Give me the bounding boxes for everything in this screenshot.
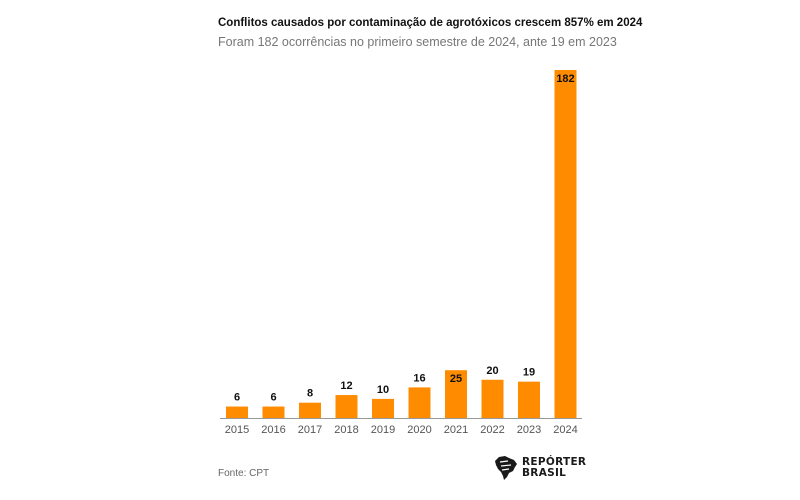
x-tick-label-2024: 2024 [553, 424, 577, 436]
data-label-2024: 182 [556, 73, 574, 85]
bar-2023 [518, 381, 540, 418]
logo-line-2: BRASIL [522, 467, 567, 479]
x-tick-label-2016: 2016 [261, 424, 285, 436]
source-note: Fonte: CPT [218, 468, 270, 479]
x-tick-label-2022: 2022 [480, 424, 504, 436]
logo-line-1: REPÓRTER [522, 456, 587, 468]
data-label-2021: 25 [450, 373, 462, 385]
bar-2017 [299, 402, 321, 418]
data-label-2018: 12 [340, 380, 352, 392]
chart-subtitle: Foram 182 ocorrências no primeiro semest… [218, 35, 617, 49]
x-tick-label-2023: 2023 [517, 424, 541, 436]
bar-2015 [226, 406, 248, 418]
x-tick-label-2020: 2020 [407, 424, 431, 436]
bar-2022 [481, 379, 504, 418]
x-tick-label-2021: 2021 [444, 424, 468, 436]
bar-2024 [554, 70, 577, 418]
data-label-2015: 6 [234, 392, 240, 404]
bar-2020 [408, 387, 431, 418]
data-label-2022: 20 [486, 365, 498, 377]
data-label-2020: 16 [413, 372, 425, 384]
bar-2016 [262, 406, 285, 418]
bar-2018 [335, 395, 358, 418]
reporter-brasil-logo: REPÓRTER BRASIL [494, 455, 586, 481]
data-label-2016: 6 [270, 392, 276, 404]
x-tick-label-2017: 2017 [298, 424, 322, 436]
chart-title: Conflitos causados por contaminação de a… [218, 17, 643, 29]
brazil-map-icon [495, 456, 517, 480]
x-tick-label-2019: 2019 [371, 424, 395, 436]
bar-2021 [445, 370, 467, 418]
x-tick-label-2015: 2015 [225, 424, 249, 436]
data-label-2019: 10 [377, 384, 389, 396]
bar-2019 [372, 398, 394, 418]
x-tick-label-2018: 2018 [334, 424, 358, 436]
data-label-2023: 19 [523, 367, 535, 379]
data-label-2017: 8 [307, 388, 313, 400]
